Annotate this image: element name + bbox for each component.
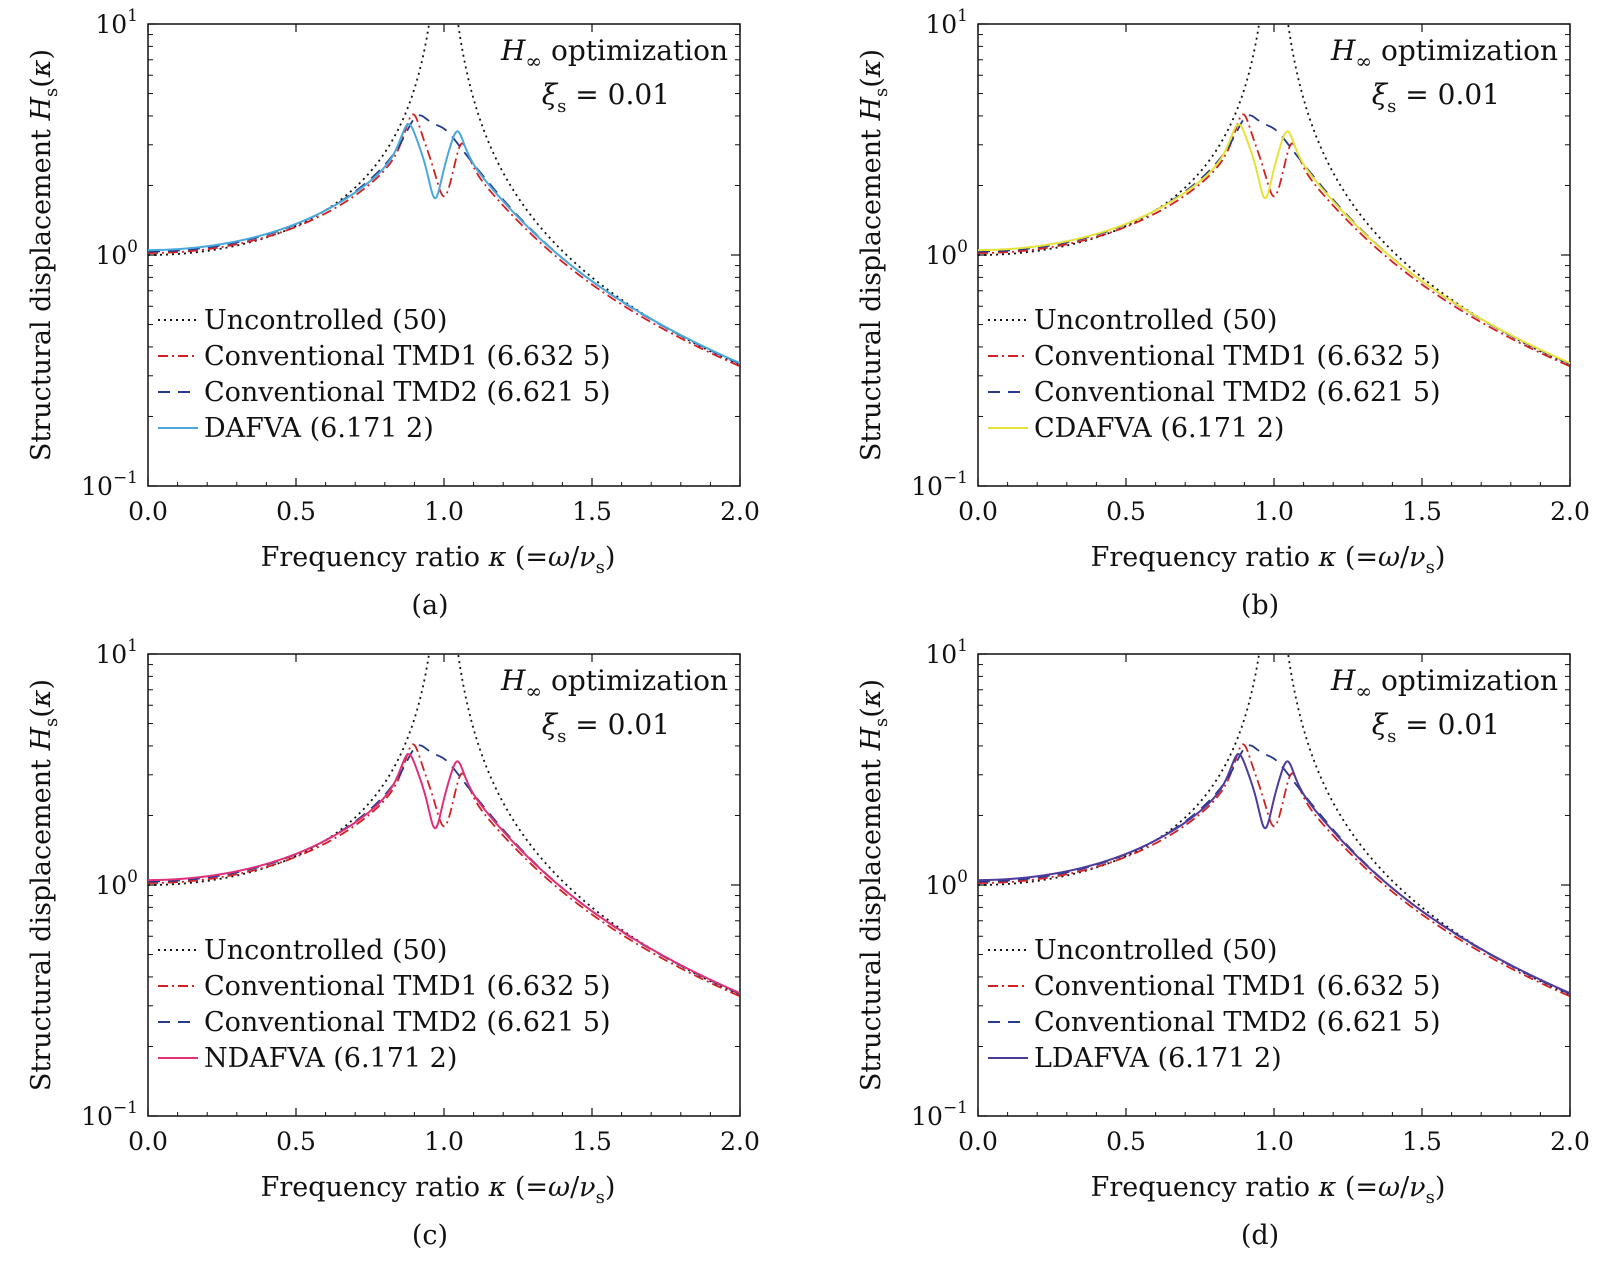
- y-tick-label: 101: [95, 6, 138, 39]
- chart-panel: 0.0 0.5 1.0 1.5 2.0 10−1 100 101 H∞ optimization…: [26, 6, 760, 621]
- legend-entry: DAFVA (6.171 2): [204, 413, 434, 444]
- legend-entry: Conventional TMD1 (6.632 5): [1034, 971, 1441, 1002]
- chart-panel: 0.0 0.5 1.0 1.5 2.0 10−1 100 101 H∞ optimization…: [26, 636, 760, 1251]
- x-tick-label: 2.0: [720, 497, 760, 526]
- x-axis-label: Frequency ratio κ (=ω/νs): [261, 542, 616, 578]
- legend-entry: Uncontrolled (50): [1034, 935, 1277, 966]
- y-tick-label: 100: [95, 867, 138, 900]
- legend-entry: NDAFVA (6.171 2): [204, 1043, 457, 1074]
- annotation-method: H∞ optimization: [500, 664, 728, 703]
- chart-panel: 0.0 0.5 1.0 1.5 2.0 10−1 100 101 H∞ optimization…: [856, 6, 1590, 621]
- curves: [148, 654, 740, 998]
- legend: Uncontrolled (50) Conventional TMD1 (6.63…: [988, 305, 1441, 444]
- panel-letter: (a): [411, 590, 448, 621]
- annotation-method: H∞ optimization: [1330, 664, 1558, 703]
- curves: [978, 24, 1570, 368]
- annotation-method: H∞ optimization: [1330, 34, 1558, 73]
- legend-entry: Uncontrolled (50): [204, 935, 447, 966]
- x-tick-label: 1.0: [1254, 497, 1294, 526]
- y-tick-label: 101: [925, 6, 968, 39]
- x-tick-label: 0.5: [276, 1127, 316, 1156]
- annotation-method: H∞ optimization: [500, 34, 728, 73]
- series-line: [978, 113, 1570, 368]
- x-axis-label: Frequency ratio κ (=ω/νs): [261, 1172, 616, 1208]
- x-tick-label: 1.0: [424, 497, 464, 526]
- panel-letter: (d): [1241, 1220, 1279, 1251]
- y-tick-label: 100: [95, 237, 138, 270]
- y-tick-label: 101: [925, 636, 968, 669]
- x-axis-label: Frequency ratio κ (=ω/νs): [1091, 1172, 1446, 1208]
- x-axis-label: Frequency ratio κ (=ω/νs): [1091, 542, 1446, 578]
- x-tick-label: 2.0: [1550, 497, 1590, 526]
- legend-entry: CDAFVA (6.171 2): [1034, 413, 1284, 444]
- legend-entry: Uncontrolled (50): [204, 305, 447, 336]
- annotation-damping: ξs = 0.01: [542, 708, 670, 747]
- y-tick-label: 10−1: [81, 468, 138, 501]
- annotation-damping: ξs = 0.01: [1372, 78, 1500, 117]
- x-tick-label: 1.5: [1402, 1127, 1442, 1156]
- x-tick-label: 0.5: [276, 497, 316, 526]
- x-tick-label: 1.5: [572, 497, 612, 526]
- y-tick-label: 101: [95, 636, 138, 669]
- x-tick-label: 1.0: [1254, 1127, 1294, 1156]
- y-tick-label: 100: [925, 867, 968, 900]
- y-axis-label: Structural displacement Hs(κ): [26, 49, 62, 461]
- legend-entry: Conventional TMD1 (6.632 5): [1034, 341, 1441, 372]
- x-tick-label: 0.0: [128, 1127, 168, 1156]
- y-axis-label: Structural displacement Hs(κ): [26, 679, 62, 1091]
- x-tick-label: 2.0: [720, 1127, 760, 1156]
- legend-entry: Conventional TMD2 (6.621 5): [1034, 377, 1441, 408]
- y-tick-label: 10−1: [911, 468, 968, 501]
- y-tick-label: 10−1: [911, 1098, 968, 1131]
- legend-entry: Conventional TMD1 (6.632 5): [204, 971, 611, 1002]
- series-line: [148, 753, 740, 995]
- series-line: [148, 743, 740, 998]
- series-line: [978, 753, 1570, 995]
- legend-entry: Conventional TMD1 (6.632 5): [204, 341, 611, 372]
- y-tick-label: 10−1: [81, 1098, 138, 1131]
- y-tick-label: 100: [925, 237, 968, 270]
- legend: Uncontrolled (50) Conventional TMD1 (6.63…: [158, 935, 611, 1074]
- legend-entry: Conventional TMD2 (6.621 5): [204, 377, 611, 408]
- series-line: [148, 123, 740, 365]
- curves: [148, 24, 740, 368]
- panel-letter: (b): [1241, 590, 1279, 621]
- x-tick-label: 2.0: [1550, 1127, 1590, 1156]
- y-axis-label: Structural displacement Hs(κ): [856, 679, 892, 1091]
- x-tick-label: 0.0: [958, 497, 998, 526]
- x-tick-label: 0.5: [1106, 497, 1146, 526]
- x-tick-label: 1.5: [572, 1127, 612, 1156]
- panel-letter: (c): [412, 1220, 448, 1251]
- series-line: [148, 113, 740, 368]
- legend-entry: Conventional TMD2 (6.621 5): [204, 1007, 611, 1038]
- x-tick-label: 1.0: [424, 1127, 464, 1156]
- x-tick-label: 1.5: [1402, 497, 1442, 526]
- series-line: [978, 743, 1570, 998]
- curves: [978, 654, 1570, 998]
- x-tick-label: 0.5: [1106, 1127, 1146, 1156]
- legend: Uncontrolled (50) Conventional TMD1 (6.63…: [988, 935, 1441, 1074]
- annotation-damping: ξs = 0.01: [542, 78, 670, 117]
- legend-entry: LDAFVA (6.171 2): [1034, 1043, 1282, 1074]
- x-tick-label: 0.0: [128, 497, 168, 526]
- annotation-damping: ξs = 0.01: [1372, 708, 1500, 747]
- legend-entry: Conventional TMD2 (6.621 5): [1034, 1007, 1441, 1038]
- legend: Uncontrolled (50) Conventional TMD1 (6.63…: [158, 305, 611, 444]
- legend-entry: Uncontrolled (50): [1034, 305, 1277, 336]
- y-axis-label: Structural displacement Hs(κ): [856, 49, 892, 461]
- chart-panel: 0.0 0.5 1.0 1.5 2.0 10−1 100 101 H∞ optimization…: [856, 636, 1590, 1251]
- x-tick-label: 0.0: [958, 1127, 998, 1156]
- series-line: [978, 123, 1570, 365]
